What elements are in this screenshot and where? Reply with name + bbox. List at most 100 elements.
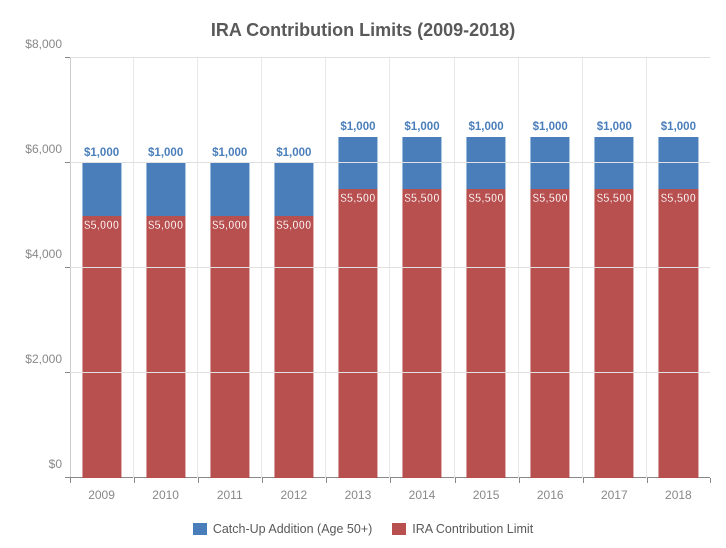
bar-segment-ira: $5,500: [402, 189, 441, 478]
legend-swatch-ira: [392, 523, 406, 535]
bar-value-label-catchup: $1,000: [212, 147, 247, 159]
bar-value-label-ira: $5,000: [212, 220, 247, 232]
bar-segment-catchup: $1,000: [467, 137, 506, 190]
x-tick-mark: [70, 478, 71, 483]
x-tick-mark: [262, 478, 263, 483]
bar-segment-ira: $5,500: [531, 189, 570, 478]
x-tick-label: 2012: [280, 478, 307, 502]
y-tick-mark: [65, 57, 70, 58]
y-tick-label: $6,000: [25, 142, 70, 156]
bar-segment-catchup: $1,000: [402, 137, 441, 190]
x-tick-label: 2018: [665, 478, 692, 502]
bar-slot: 2009$1,000$5,000: [70, 58, 134, 478]
bar-value-label-ira: $5,500: [469, 193, 504, 205]
bar-stack: $1,000 $5,500: [402, 137, 441, 478]
bar-segment-ira: $5,500: [338, 189, 377, 478]
bar-value-label-ira: $5,500: [661, 193, 696, 205]
x-tick-label: 2009: [88, 478, 115, 502]
y-tick-label: $4,000: [25, 247, 70, 261]
x-tick-mark: [455, 478, 456, 483]
bar-stack: $1,000 $5,500: [338, 137, 377, 478]
bar-value-label-catchup: $1,000: [469, 121, 504, 133]
bar-stack: $1,000 $5,500: [659, 137, 698, 478]
bar-slot: 2016$1,000$5,500: [519, 58, 583, 478]
y-tick-mark: [65, 267, 70, 268]
bar-stack: $1,000 $5,500: [467, 137, 506, 478]
bar-segment-catchup: $1,000: [659, 137, 698, 190]
x-tick-label: 2017: [601, 478, 628, 502]
bar-value-label-ira: $5,000: [148, 220, 183, 232]
bar-segment-ira: $5,500: [595, 189, 634, 478]
x-tick-mark: [390, 478, 391, 483]
legend-item-catchup: Catch-Up Addition (Age 50+): [193, 522, 372, 536]
bar-value-label-catchup: $1,000: [276, 147, 311, 159]
legend-swatch-catchup: [193, 523, 207, 535]
y-tick-mark: [65, 477, 70, 478]
bar-segment-ira: $5,000: [82, 216, 121, 479]
legend-item-ira: IRA Contribution Limit: [392, 522, 533, 536]
bar-value-label-catchup: $1,000: [404, 121, 439, 133]
bar-segment-ira: $5,500: [467, 189, 506, 478]
bar-value-label-ira: $5,000: [84, 220, 119, 232]
bar-stack: $1,000 $5,000: [146, 163, 185, 478]
bar-value-label-ira: $5,500: [404, 193, 439, 205]
y-tick-label: $2,000: [25, 352, 70, 366]
x-tick-label: 2015: [473, 478, 500, 502]
bar-value-label-catchup: $1,000: [533, 121, 568, 133]
legend-label-ira: IRA Contribution Limit: [412, 522, 533, 536]
bar-value-label-catchup: $1,000: [661, 121, 696, 133]
bar-slot: 2012$1,000$5,000: [262, 58, 326, 478]
bar-stack: $1,000 $5,000: [274, 163, 313, 478]
bar-segment-catchup: $1,000: [146, 163, 185, 216]
y-tick-label: $0: [49, 457, 70, 471]
x-tick-label: 2010: [152, 478, 179, 502]
bar-value-label-catchup: $1,000: [597, 121, 632, 133]
bar-segment-ira: $5,000: [146, 216, 185, 479]
bar-slot: 2014$1,000$5,500: [390, 58, 454, 478]
x-tick-label: 2013: [345, 478, 372, 502]
bar-stack: $1,000 $5,500: [595, 137, 634, 478]
bar-value-label-ira: $5,500: [340, 193, 375, 205]
bar-stack: $1,000 $5,000: [82, 163, 121, 478]
bar-segment-catchup: $1,000: [338, 137, 377, 190]
bar-segment-catchup: $1,000: [274, 163, 313, 216]
bar-segment-ira: $5,500: [659, 189, 698, 478]
bar-value-label-ira: $5,000: [276, 220, 311, 232]
x-tick-mark: [519, 478, 520, 483]
y-tick-label: $8,000: [25, 37, 70, 51]
bar-value-label-ira: $5,500: [597, 193, 632, 205]
bar-value-label-catchup: $1,000: [340, 121, 375, 133]
x-tick-mark: [326, 478, 327, 483]
legend: Catch-Up Addition (Age 50+) IRA Contribu…: [0, 522, 726, 536]
x-tick-label: 2016: [537, 478, 564, 502]
grid-line: [70, 267, 710, 268]
bars-area: 2009$1,000$5,0002010$1,000$5,0002011$1,0…: [70, 58, 710, 478]
bar-segment-catchup: $1,000: [82, 163, 121, 216]
bar-stack: $1,000$5,500: [531, 137, 570, 478]
y-tick-mark: [65, 372, 70, 373]
legend-label-catchup: Catch-Up Addition (Age 50+): [213, 522, 372, 536]
bar-slot: 2018$1,000$5,500: [647, 58, 710, 478]
bar-segment-catchup: $1,000: [595, 137, 634, 190]
x-tick-mark: [583, 478, 584, 483]
grid-line: [70, 57, 710, 58]
bar-slot: 2010$1,000$5,000: [134, 58, 198, 478]
bar-slot: 2013$1,000$5,500: [326, 58, 390, 478]
x-tick-mark: [134, 478, 135, 483]
x-tick-label: 2014: [409, 478, 436, 502]
bar-value-label-ira: $5,500: [533, 193, 568, 205]
bar-slot: 2015$1,000$5,500: [455, 58, 519, 478]
x-tick-mark: [710, 478, 711, 483]
chart-container: IRA Contribution Limits (2009-2018) 2009…: [0, 0, 726, 548]
x-tick-mark: [198, 478, 199, 483]
bar-value-label-catchup: $1,000: [148, 147, 183, 159]
bar-value-label-catchup: $1,000: [84, 147, 119, 159]
bar-stack: $1,000 $5,000: [210, 163, 249, 478]
chart-title: IRA Contribution Limits (2009-2018): [20, 20, 706, 41]
y-tick-mark: [65, 162, 70, 163]
bar-segment-catchup: $1,000: [210, 163, 249, 216]
bar-slot: 2011$1,000$5,000: [198, 58, 262, 478]
grid-line: [70, 162, 710, 163]
grid-line: [70, 372, 710, 373]
x-tick-label: 2011: [217, 478, 243, 502]
